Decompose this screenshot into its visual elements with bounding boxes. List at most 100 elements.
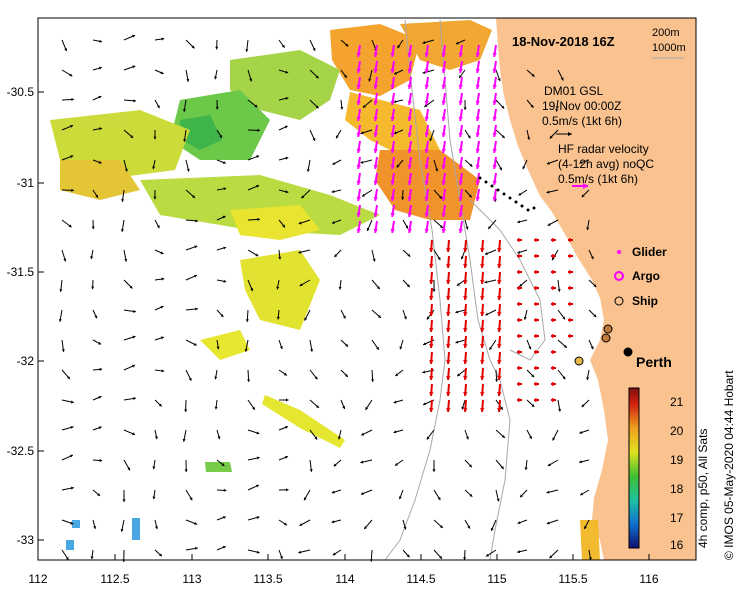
lat-tick: -32 (16, 354, 34, 368)
current-arrowhead (485, 312, 489, 316)
current-arrowhead (492, 148, 498, 153)
current-arrowhead (257, 128, 260, 132)
current-arrowhead (158, 553, 162, 557)
current-arrowhead (579, 460, 582, 464)
current-arrowhead (463, 392, 468, 396)
current-arrowhead (93, 526, 97, 529)
current-arrowhead (446, 344, 451, 348)
current-arrowhead (131, 364, 135, 368)
contour-1000m-label: 1000m (652, 42, 686, 54)
current-arrowhead (195, 546, 198, 550)
lon-tick: 115 (487, 572, 507, 586)
current-arrowhead (518, 285, 522, 291)
current-arrowhead (557, 288, 561, 292)
current-arrowhead (429, 248, 434, 252)
current-arrowhead (65, 557, 69, 561)
current-arrowhead (256, 184, 260, 188)
current-arrowhead (484, 280, 488, 284)
current-arrowhead (446, 392, 451, 396)
current-arrowhead (480, 408, 485, 412)
current-arrowhead (546, 161, 550, 165)
current-arrowhead (192, 195, 196, 198)
current-arrowhead (523, 316, 527, 320)
current-arrowhead (549, 555, 553, 559)
current-arrowhead (194, 522, 198, 525)
land-area (496, 18, 696, 560)
current-arrowhead (424, 52, 430, 57)
current-arrowhead (569, 301, 573, 307)
current-arrowhead (373, 148, 379, 153)
current-arrowhead (127, 467, 131, 471)
current-arrowhead (360, 492, 364, 495)
current-arrowhead (256, 456, 260, 460)
current-arrowhead (437, 257, 441, 261)
lon-tick: 112 (28, 572, 48, 586)
current-arrowhead (256, 431, 260, 435)
current-arrowhead (463, 312, 468, 316)
current-arrowhead (458, 116, 464, 121)
hf-note-line: 0.5m/s (1kt 6h) (558, 172, 639, 186)
axis-ticks (37, 91, 650, 560)
current-arrowhead (468, 194, 472, 198)
current-arrowhead (475, 100, 481, 105)
current-arrowhead (120, 229, 125, 232)
current-arrowhead (407, 180, 413, 185)
current-arrowhead (579, 430, 583, 434)
current-arrowhead (344, 373, 348, 377)
current-arrowhead (360, 460, 364, 464)
current-arrowhead (432, 469, 436, 472)
current-arrowhead (459, 74, 462, 78)
current-arrowhead (315, 105, 319, 109)
current-arrowhead (480, 392, 485, 396)
current-arrowhead (467, 135, 471, 139)
current-arrowhead (69, 454, 73, 458)
current-arrowhead (390, 148, 396, 153)
current-arrowhead (429, 138, 433, 142)
current-arrowhead (429, 344, 434, 348)
current-arrowhead (155, 526, 159, 530)
lon-tick: 112.5 (100, 572, 130, 586)
current-arrowhead (216, 346, 220, 350)
current-arrowhead (463, 344, 468, 348)
current-arrowhead (345, 343, 349, 347)
current-arrowhead (188, 377, 192, 381)
current-arrowhead (458, 100, 464, 105)
current-arrowhead (463, 360, 468, 364)
current-arrowhead (70, 521, 74, 525)
current-arrowhead (426, 316, 430, 320)
current-arrowhead (133, 309, 136, 313)
current-arrowhead (64, 48, 68, 52)
current-arrowhead (390, 180, 396, 185)
current-arrowhead (569, 285, 573, 291)
current-arrowhead (394, 71, 398, 75)
current-arrowhead (371, 379, 375, 382)
current-arrowhead (186, 168, 190, 172)
current-arrowhead (98, 66, 102, 70)
current-arrowhead (98, 426, 102, 430)
current-arrowhead (372, 258, 376, 262)
current-arrowhead (310, 348, 314, 352)
current-arrowhead (285, 96, 289, 100)
current-arrowhead (569, 317, 573, 323)
current-arrowhead (446, 376, 451, 380)
current-arrowhead (285, 398, 289, 402)
gsl-note-line: 19-Nov 00:00Z (542, 99, 622, 113)
current-arrowhead (569, 237, 573, 243)
colorbar-label: 4h comp, p50, All Sats (696, 428, 710, 548)
current-arrowhead (455, 340, 459, 344)
current-arrowhead (356, 148, 362, 153)
current-arrowhead (399, 346, 403, 350)
current-arrowhead (223, 187, 227, 191)
current-arrowhead (215, 106, 219, 110)
current-arrowhead (390, 132, 396, 137)
current-arrowhead (446, 328, 451, 332)
current-arrowhead (562, 376, 566, 380)
current-arrowhead (458, 228, 464, 233)
current-arrowhead (484, 251, 488, 255)
current-arrowhead (424, 100, 430, 105)
current-arrowhead (395, 373, 399, 377)
current-arrowhead (535, 365, 539, 371)
current-arrowhead (154, 436, 158, 440)
current-arrowhead (303, 497, 307, 501)
current-arrowhead (373, 52, 379, 57)
